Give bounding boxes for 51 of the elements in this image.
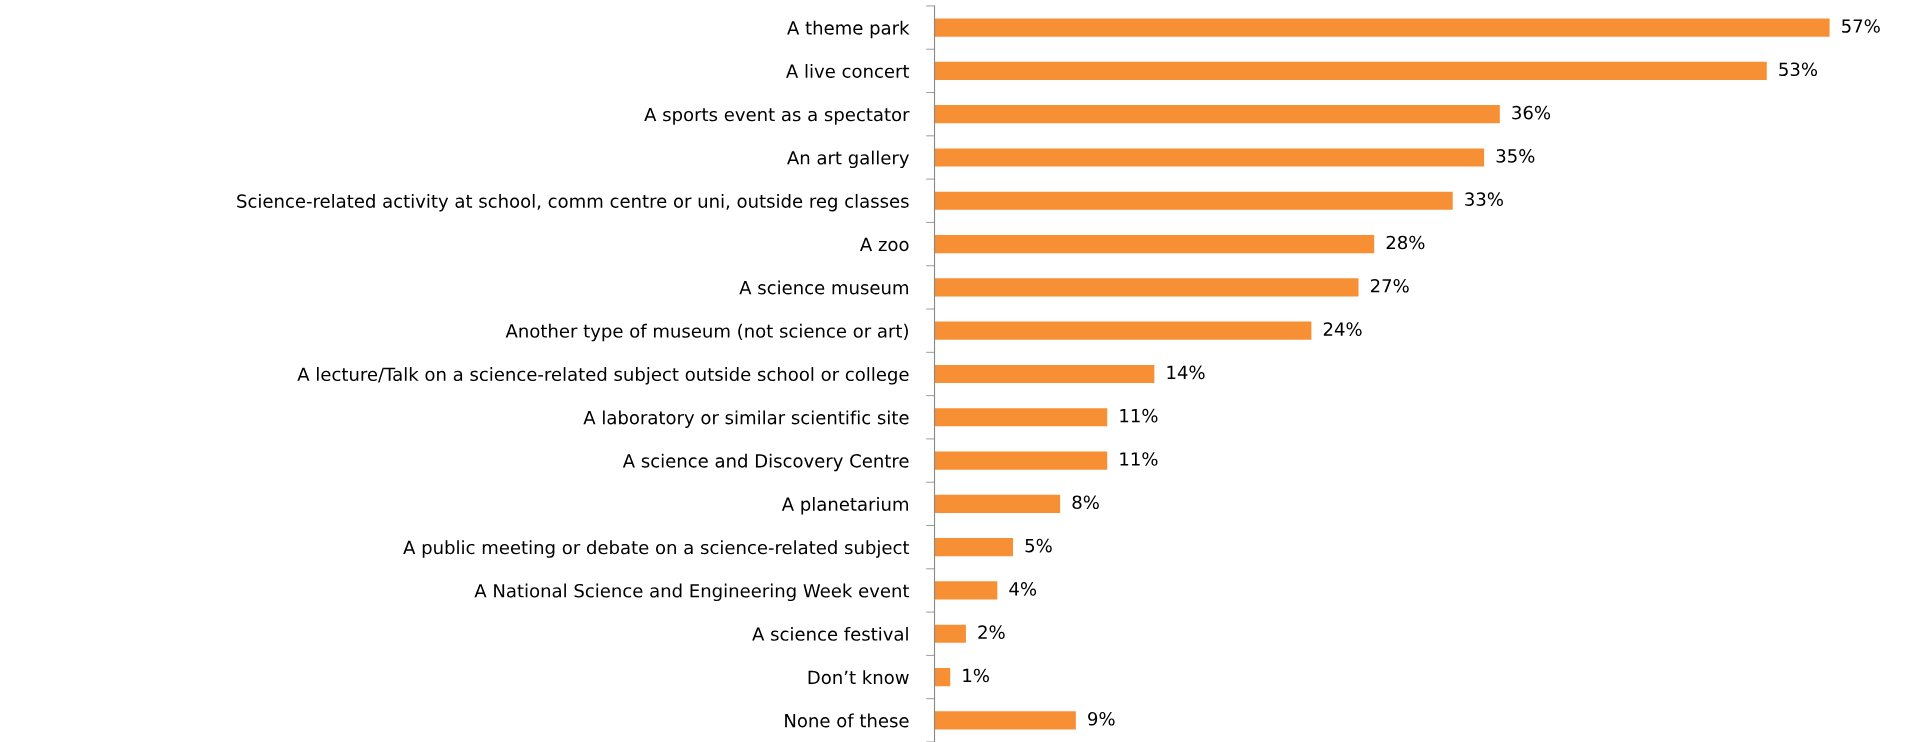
data-label: 35% — [1496, 149, 1535, 163]
bar — [934, 408, 1108, 427]
bar — [934, 581, 998, 600]
data-label: 27% — [1370, 278, 1409, 293]
bar — [934, 191, 1453, 210]
bar — [934, 148, 1485, 167]
bar — [934, 18, 1830, 37]
y-tick-label: A theme park — [787, 20, 910, 39]
y-tick-label: A planetarium — [781, 497, 908, 515]
bar — [934, 234, 1375, 254]
data-label: 14% — [1167, 365, 1205, 380]
data-label: 28% — [1386, 235, 1425, 250]
bar — [934, 494, 1061, 513]
data-label: 4% — [1009, 582, 1037, 596]
bar — [934, 105, 1500, 124]
bar — [934, 364, 1155, 384]
y-tick-label: A public meeting or debate on a science-related subject — [403, 540, 910, 558]
bar — [934, 451, 1108, 470]
data-label: 1% — [963, 668, 989, 683]
bar — [934, 321, 1312, 340]
y-tick-label: A lecture/Talk on a science-related subject outside school or college — [297, 367, 909, 385]
data-label: 53% — [1779, 62, 1818, 77]
data-label: 2% — [978, 625, 1005, 639]
data-label: 36% — [1512, 105, 1551, 120]
data-label: 5% — [1025, 538, 1052, 553]
bar — [934, 667, 951, 687]
data-label: 11% — [1120, 452, 1158, 466]
bar — [934, 538, 1014, 557]
y-tick-label: Another type of museum (not science or art) — [505, 323, 908, 342]
data-label: 24% — [1323, 322, 1362, 336]
data-label: 11% — [1120, 408, 1158, 423]
y-tick-label: An art gallery — [787, 150, 909, 169]
y-tick-label: A laboratory or similar scientific site — [583, 410, 909, 428]
y-tick-label: A science festival — [752, 626, 908, 641]
data-label: 8% — [1072, 495, 1099, 510]
data-label: 33% — [1465, 192, 1503, 207]
bar — [934, 61, 1767, 80]
y-tick-label: A zoo — [860, 237, 909, 252]
data-label: 57% — [1842, 19, 1880, 33]
bar — [934, 711, 1076, 730]
bar — [934, 624, 966, 643]
y-tick-label: A National Science and Engineering Week event — [474, 583, 910, 602]
y-tick-label: A science museum — [739, 280, 908, 295]
y-tick-label: Don’t know — [808, 670, 909, 685]
y-tick-label: A live concert — [786, 64, 910, 78]
bar — [934, 278, 1359, 297]
data-label: 9% — [1088, 711, 1115, 726]
y-tick-label: Science-related activity at school, comm centre or uni, outside reg classes — [237, 193, 909, 212]
y-tick-label: None of these — [785, 713, 909, 728]
y-tick-label: A sports event as a spectator — [644, 107, 910, 125]
y-tick-label: A science and Discovery Centre — [622, 453, 909, 472]
